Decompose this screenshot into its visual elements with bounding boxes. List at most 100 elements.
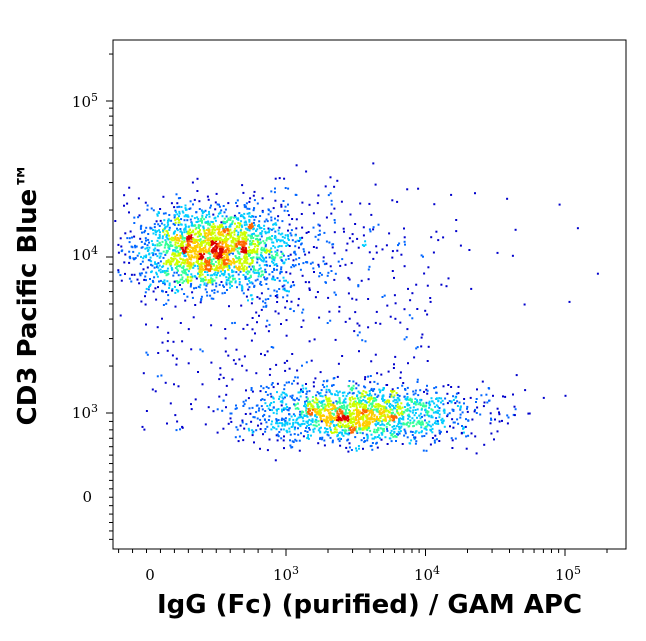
data-point (318, 224, 321, 227)
data-point (165, 242, 168, 245)
data-point (362, 416, 364, 419)
data-point (258, 256, 260, 259)
data-point (256, 202, 259, 205)
data-point (148, 241, 150, 244)
data-point (277, 232, 280, 235)
data-point (267, 231, 270, 234)
data-point (334, 408, 337, 411)
data-point (342, 227, 345, 230)
data-point (224, 337, 227, 340)
data-point (208, 242, 211, 244)
data-point (279, 233, 282, 236)
data-point (381, 397, 384, 400)
data-point (317, 429, 320, 432)
data-point (344, 401, 347, 404)
data-point (296, 421, 299, 424)
data-point (293, 433, 296, 436)
data-point (430, 414, 433, 417)
data-point (244, 220, 247, 223)
data-point (416, 399, 418, 402)
data-point (204, 261, 207, 264)
data-point (329, 176, 332, 179)
data-point (205, 228, 208, 231)
data-point (183, 255, 186, 258)
data-point (163, 223, 166, 226)
data-point (361, 422, 364, 425)
data-point (186, 262, 189, 265)
data-point (289, 433, 292, 436)
data-point (354, 223, 357, 225)
data-point (199, 238, 202, 241)
data-point (286, 421, 289, 424)
data-point (375, 251, 378, 254)
data-point (402, 423, 405, 426)
data-point (281, 400, 284, 402)
data-point (346, 425, 349, 428)
data-point (237, 233, 240, 236)
data-point (161, 237, 164, 240)
data-point (210, 324, 213, 327)
data-point (223, 211, 226, 214)
data-point (225, 215, 228, 218)
data-point (145, 287, 148, 290)
data-point (260, 405, 263, 408)
data-point (419, 412, 422, 415)
data-point (176, 246, 179, 249)
data-point (231, 245, 234, 248)
data-point (379, 419, 382, 422)
data-point (185, 215, 188, 218)
y-tick-label: 105 (71, 91, 98, 111)
data-point (347, 422, 350, 425)
data-point (210, 297, 213, 300)
data-point (319, 417, 322, 420)
data-point (306, 430, 309, 433)
data-point (376, 395, 379, 398)
data-point (252, 221, 255, 224)
data-point (220, 209, 223, 212)
data-point (298, 413, 301, 416)
data-point (185, 208, 188, 211)
data-point (186, 242, 189, 245)
data-point (379, 417, 382, 419)
data-point (138, 214, 141, 217)
data-point (260, 251, 263, 254)
data-point (206, 239, 209, 242)
data-point (226, 244, 229, 247)
data-point (421, 435, 424, 438)
data-point (272, 245, 275, 247)
data-point (219, 373, 222, 376)
data-point (176, 281, 179, 284)
data-point (210, 241, 213, 244)
data-point (274, 310, 277, 313)
data-point (352, 401, 355, 404)
data-point (292, 423, 295, 426)
data-point (186, 276, 189, 278)
data-point (245, 295, 248, 298)
data-point (288, 245, 291, 247)
data-point (203, 282, 206, 285)
data-point (362, 408, 365, 411)
data-point (137, 197, 140, 200)
data-point (329, 411, 332, 414)
data-point (398, 425, 400, 428)
data-point (254, 234, 257, 237)
data-point (311, 421, 314, 423)
data-point (338, 440, 341, 443)
data-point (167, 223, 170, 226)
data-point (201, 278, 204, 281)
data-point (356, 397, 359, 400)
data-point (207, 249, 210, 252)
data-point (143, 278, 146, 281)
data-point (327, 296, 330, 299)
data-point (309, 423, 312, 426)
data-point (294, 414, 296, 417)
data-point (181, 236, 184, 239)
data-point (240, 284, 243, 287)
data-point (251, 233, 254, 235)
data-point (155, 263, 158, 266)
data-point (290, 234, 293, 237)
data-point (203, 283, 206, 286)
data-point (338, 390, 341, 393)
data-point (200, 298, 203, 300)
data-point (325, 240, 328, 243)
